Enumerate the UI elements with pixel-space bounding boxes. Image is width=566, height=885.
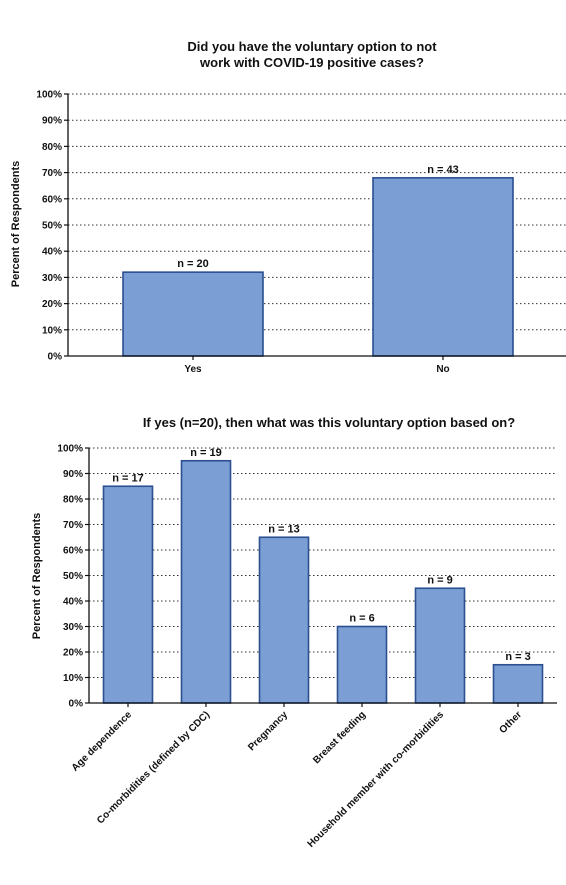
y-tick-label: 30% bbox=[63, 622, 83, 633]
chart-1: Did you have the voluntary option to not… bbox=[10, 39, 566, 375]
bar bbox=[180, 459, 232, 704]
chart-2: If yes (n=20), then what was this volunt… bbox=[31, 415, 557, 850]
chart-2-title: If yes (n=20), then what was this volunt… bbox=[143, 415, 515, 430]
bar bbox=[336, 625, 388, 704]
data-label: n = 20 bbox=[177, 258, 209, 270]
y-tick-label: 90% bbox=[63, 469, 83, 480]
x-tick-label: Household member with co-morbidities bbox=[306, 709, 447, 850]
y-tick-label: 100% bbox=[36, 90, 62, 101]
y-tick-label: 10% bbox=[63, 673, 83, 684]
data-label: n = 43 bbox=[427, 164, 459, 176]
data-label: n = 9 bbox=[427, 574, 452, 586]
y-tick-label: 90% bbox=[42, 116, 62, 127]
bar bbox=[414, 587, 466, 704]
y-tick-label: 0% bbox=[69, 699, 84, 710]
data-label: n = 6 bbox=[349, 613, 374, 625]
y-tick-label: 50% bbox=[63, 571, 83, 582]
y-tick-label: 70% bbox=[42, 168, 62, 179]
chart-2-y-axis-label: Percent of Respondents bbox=[31, 513, 43, 640]
data-label: n = 19 bbox=[190, 447, 222, 459]
chart-1-title-line-1: Did you have the voluntary option to not bbox=[187, 39, 437, 54]
y-tick-label: 20% bbox=[63, 648, 83, 659]
x-tick-label: Pregnancy bbox=[246, 709, 290, 753]
chart-1-title-line-2: work with COVID-19 positive cases? bbox=[199, 55, 424, 70]
y-tick-label: 20% bbox=[42, 299, 62, 310]
y-tick-label: 50% bbox=[42, 221, 62, 232]
x-tick-label: No bbox=[436, 364, 449, 375]
x-tick-label: Other bbox=[497, 709, 524, 736]
bar bbox=[258, 536, 310, 704]
chart-1-y-axis-label: Percent of Respondents bbox=[10, 161, 22, 288]
y-tick-label: 80% bbox=[42, 142, 62, 153]
x-tick-label: Breast feeding bbox=[311, 709, 368, 766]
bar bbox=[102, 485, 154, 704]
data-label: n = 3 bbox=[505, 651, 530, 663]
y-tick-label: 0% bbox=[48, 352, 63, 363]
y-tick-label: 80% bbox=[63, 495, 83, 506]
y-tick-label: 40% bbox=[42, 247, 62, 258]
bar bbox=[372, 177, 514, 357]
data-label: n = 17 bbox=[112, 472, 144, 484]
y-tick-label: 10% bbox=[42, 325, 62, 336]
y-tick-label: 100% bbox=[57, 444, 83, 455]
data-label: n = 13 bbox=[268, 523, 300, 535]
y-tick-label: 30% bbox=[42, 273, 62, 284]
y-tick-label: 60% bbox=[63, 546, 83, 557]
y-tick-label: 40% bbox=[63, 597, 83, 608]
bar bbox=[492, 663, 544, 704]
bar bbox=[122, 271, 264, 357]
y-tick-label: 60% bbox=[42, 194, 62, 205]
x-tick-label: Yes bbox=[184, 364, 202, 375]
x-tick-label: Age dependence bbox=[70, 709, 135, 774]
y-tick-label: 70% bbox=[63, 520, 83, 531]
